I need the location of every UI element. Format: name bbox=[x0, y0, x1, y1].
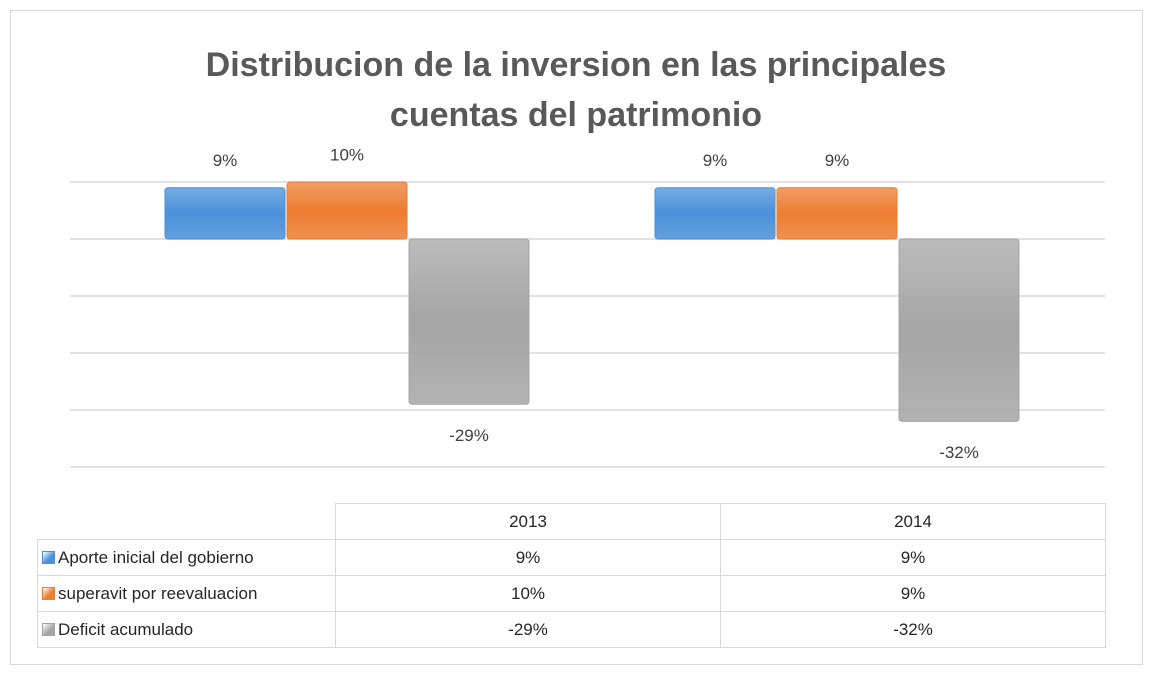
table-category: 2013 bbox=[335, 503, 721, 540]
data-label: -32% bbox=[939, 443, 979, 462]
data-label: -29% bbox=[449, 426, 489, 445]
legend-entry: Deficit acumulado bbox=[37, 611, 336, 648]
table-category: 2014 bbox=[720, 503, 1106, 540]
chart-title: Distribucion de la inversion en las prin… bbox=[205, 46, 947, 134]
table-value: 9% bbox=[720, 539, 1106, 576]
legend-swatch bbox=[42, 586, 55, 600]
table-value: -29% bbox=[335, 611, 721, 648]
table-row: Aporte inicial del gobierno 9% 9% bbox=[37, 539, 1106, 576]
legend-entry: superavit por reevaluacion bbox=[37, 575, 336, 612]
bar bbox=[286, 181, 408, 240]
data-label: 9% bbox=[703, 151, 728, 170]
table-value: 10% bbox=[335, 575, 721, 612]
table-corner bbox=[37, 503, 336, 540]
data-label: 9% bbox=[825, 151, 850, 170]
legend-entry: Aporte inicial del gobierno bbox=[37, 539, 336, 576]
legend-label: Deficit acumulado bbox=[58, 619, 194, 639]
bar bbox=[408, 238, 530, 405]
table-value: 9% bbox=[335, 539, 721, 576]
legend-label: Aporte inicial del gobierno bbox=[58, 547, 254, 567]
bar bbox=[898, 238, 1020, 422]
bar bbox=[776, 187, 898, 240]
table-row: Deficit acumulado -29% -32% bbox=[37, 611, 1106, 648]
chart-frame bbox=[10, 10, 1143, 665]
table-header-row: 2013 2014 bbox=[37, 503, 1106, 540]
data-table: 2013 2014 Aporte inicial del gobierno 9% 9% s… bbox=[37, 503, 1106, 648]
data-label: 10% bbox=[330, 145, 364, 164]
data-label: 9% bbox=[213, 151, 238, 170]
table-row: superavit por reevaluacion 10% 9% bbox=[37, 575, 1106, 612]
legend-swatch bbox=[42, 622, 55, 636]
legend-label: superavit por reevaluacion bbox=[58, 583, 258, 603]
bar bbox=[654, 187, 776, 240]
table-value: -32% bbox=[720, 611, 1106, 648]
legend-swatch bbox=[42, 550, 55, 564]
table-value: 9% bbox=[720, 575, 1106, 612]
bar bbox=[164, 187, 286, 240]
